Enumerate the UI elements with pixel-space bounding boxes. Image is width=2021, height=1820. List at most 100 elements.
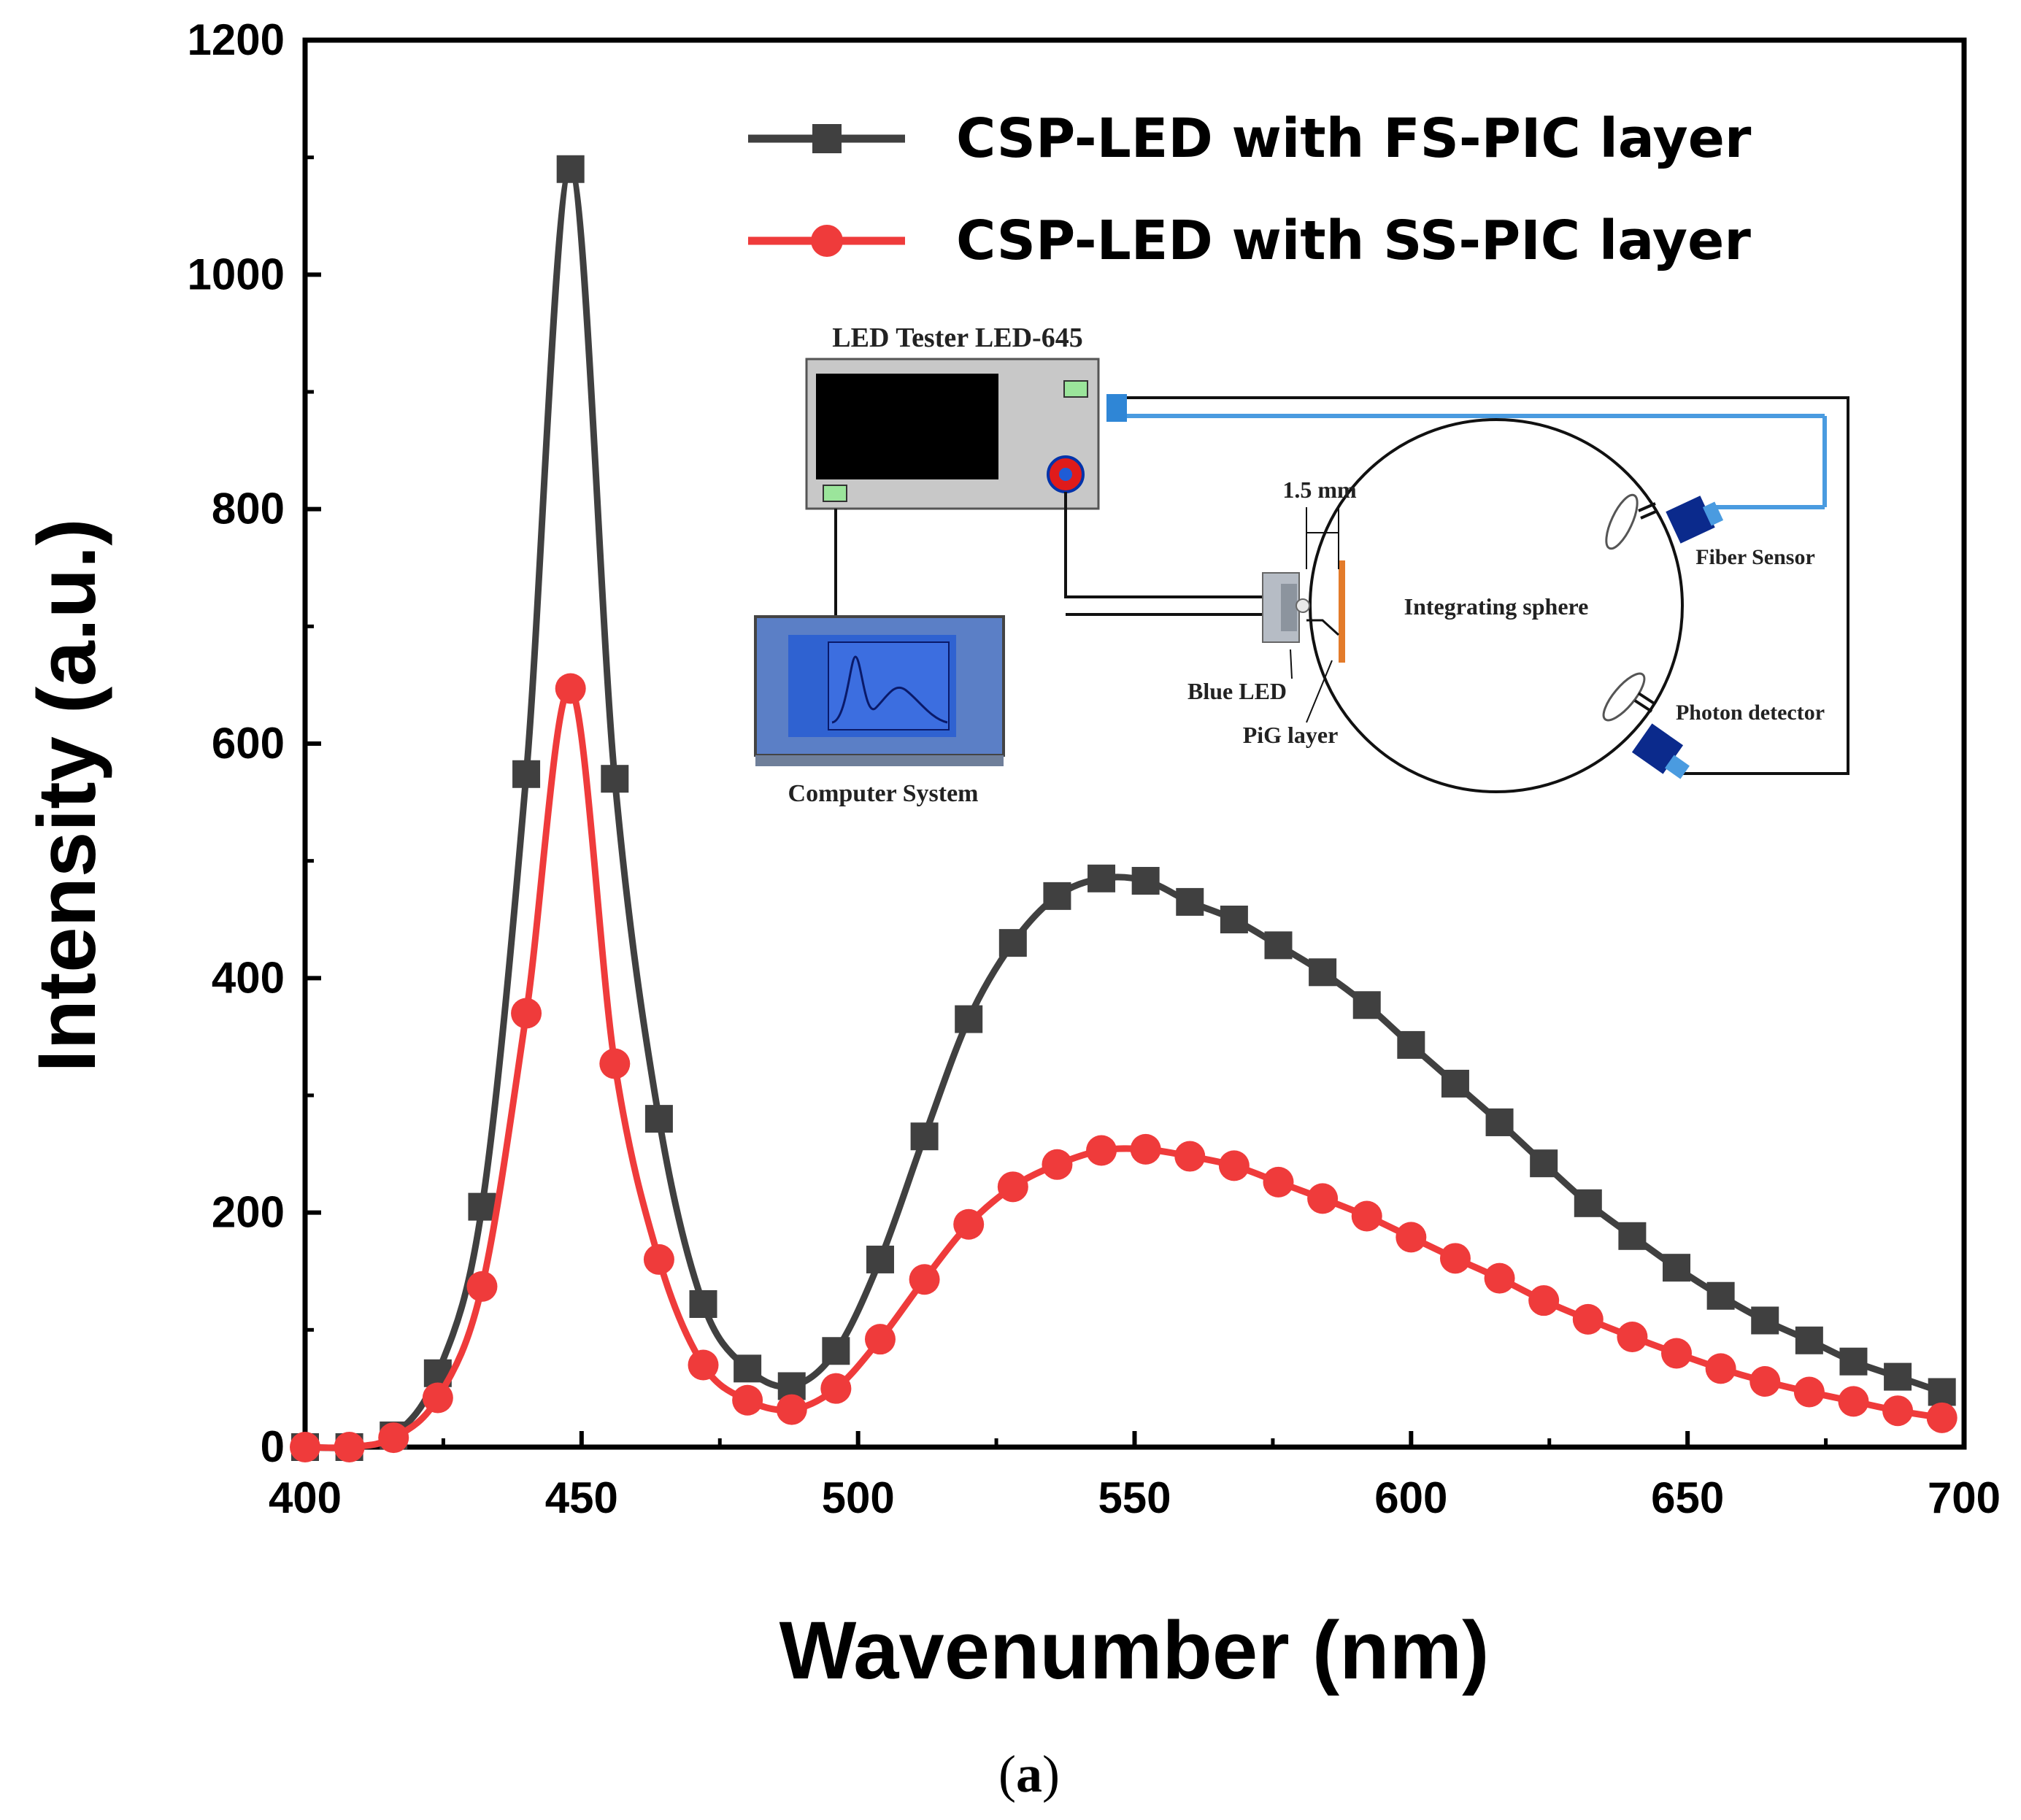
- detector-port: [1637, 692, 1657, 706]
- data-point-circle: [466, 1270, 498, 1302]
- x-tick-label: 700: [1928, 1473, 2001, 1522]
- photon-label: Photon detector: [1676, 701, 1825, 725]
- data-point-square: [1309, 958, 1337, 987]
- data-point-circle: [1307, 1183, 1339, 1214]
- data-point-circle: [643, 1243, 674, 1275]
- connector-icon: [1106, 394, 1127, 422]
- x-tick-label: 650: [1651, 1473, 1724, 1522]
- data-point-square: [1530, 1149, 1558, 1178]
- data-point-circle: [1528, 1285, 1560, 1316]
- data-point-square: [689, 1289, 717, 1318]
- y-tick-label: 1200: [188, 15, 285, 64]
- computer-plot-area: [828, 641, 950, 730]
- blue-led-icon: [1296, 598, 1310, 613]
- data-point-circle: [378, 1422, 409, 1454]
- legend-label-ss: CSP-LED with SS-PIC layer: [956, 209, 1751, 272]
- computer-stand: [755, 755, 1004, 766]
- baffle-icon: [1602, 672, 1646, 722]
- data-point-square: [1485, 1108, 1514, 1136]
- data-point-square: [1264, 931, 1293, 960]
- caption-letter: a: [1016, 1745, 1042, 1803]
- data-point-circle: [1351, 1200, 1382, 1232]
- data-point-square: [822, 1337, 850, 1365]
- data-point-square: [1088, 864, 1116, 892]
- led-label: Blue LED: [1187, 678, 1287, 704]
- data-point-square: [955, 1005, 983, 1033]
- data-point-circle: [997, 1171, 1028, 1203]
- data-point-square: [1795, 1326, 1823, 1354]
- tester-knob-center: [1059, 468, 1072, 481]
- data-point-square: [1663, 1254, 1691, 1282]
- data-point-circle: [1572, 1303, 1604, 1335]
- y-tick-label: 600: [212, 719, 285, 768]
- legend-marker-fs: [812, 124, 842, 153]
- data-point-square: [601, 765, 629, 793]
- data-point-square: [1574, 1189, 1602, 1217]
- series-line-1: [304, 685, 1943, 1451]
- data-point-square: [1131, 866, 1160, 895]
- data-point-circle: [1617, 1321, 1648, 1352]
- computer-spectrum-curve: [831, 655, 948, 724]
- y-axis-ticks: 0 200 400 600 800 1000 1200: [188, 15, 321, 1471]
- x-axis-ticks: 400 450 500 550 600 650 700: [269, 1431, 2001, 1522]
- data-point-square: [1884, 1362, 1912, 1391]
- y-tick-label: 0: [261, 1422, 285, 1471]
- x-tick-label: 500: [822, 1473, 895, 1522]
- led-holder-inner: [1281, 584, 1297, 631]
- data-point-square: [998, 929, 1027, 957]
- data-point-square: [866, 1245, 894, 1273]
- label-pointer: [1306, 660, 1333, 723]
- data-point-circle: [1439, 1243, 1471, 1274]
- data-point-circle: [1396, 1222, 1427, 1253]
- pig-layer: [1339, 560, 1345, 663]
- data-point-circle: [1042, 1149, 1073, 1180]
- data-point-circle: [1705, 1353, 1736, 1384]
- data-point-circle: [555, 673, 586, 704]
- legend: CSP-LED with FS-PIC layer CSP-LED with S…: [748, 107, 1752, 272]
- data-point-square: [468, 1192, 496, 1221]
- data-point-square: [1397, 1030, 1425, 1059]
- x-tick-label: 450: [545, 1473, 618, 1522]
- x-axis-title: Wavenumber (nm): [779, 1605, 1490, 1696]
- data-point-circle: [599, 1048, 631, 1079]
- data-point-circle: [290, 1432, 320, 1462]
- data-point-circle: [1838, 1386, 1869, 1417]
- data-point-circle: [511, 998, 542, 1029]
- tester-port-icon: [823, 485, 847, 502]
- caption-close: ): [1042, 1745, 1060, 1803]
- power-cable: [1064, 492, 1263, 598]
- tester-label: LED Tester LED-645: [832, 323, 1082, 353]
- data-point-circle: [1130, 1133, 1161, 1165]
- data-point-square: [1043, 882, 1071, 910]
- data-point-circle: [1263, 1166, 1294, 1198]
- computer-label: Computer System: [788, 780, 979, 807]
- data-point-square: [1352, 991, 1381, 1019]
- fiber-sensor-tip: [1702, 501, 1724, 526]
- data-point-circle: [864, 1324, 896, 1355]
- data-point-square: [556, 155, 585, 183]
- series-layer: [290, 155, 1958, 1462]
- y-tick-label: 400: [212, 953, 285, 1002]
- data-point-square: [644, 1105, 673, 1133]
- data-point-circle: [909, 1264, 940, 1295]
- y-tick-label: 200: [212, 1188, 285, 1237]
- data-point-square: [1706, 1281, 1735, 1310]
- data-point-circle: [1661, 1338, 1693, 1369]
- legend-marker-ss: [811, 225, 843, 257]
- data-point-circle: [1749, 1366, 1781, 1397]
- detector-port: [1633, 699, 1653, 713]
- data-point-circle: [1484, 1262, 1515, 1294]
- data-point-circle: [1926, 1402, 1958, 1433]
- data-point-square: [1618, 1222, 1647, 1250]
- data-point-circle: [334, 1432, 365, 1462]
- led-arm: [1306, 619, 1340, 636]
- x-tick-label: 550: [1098, 1473, 1171, 1522]
- data-point-square: [1751, 1306, 1779, 1335]
- distance-label: 1.5 mm: [1282, 477, 1357, 503]
- data-point-circle: [953, 1208, 985, 1240]
- data-point-circle: [1218, 1150, 1250, 1181]
- photon-detector-tip: [1665, 755, 1690, 779]
- label-pointer: [1290, 649, 1293, 679]
- sensor-port: [1640, 509, 1658, 520]
